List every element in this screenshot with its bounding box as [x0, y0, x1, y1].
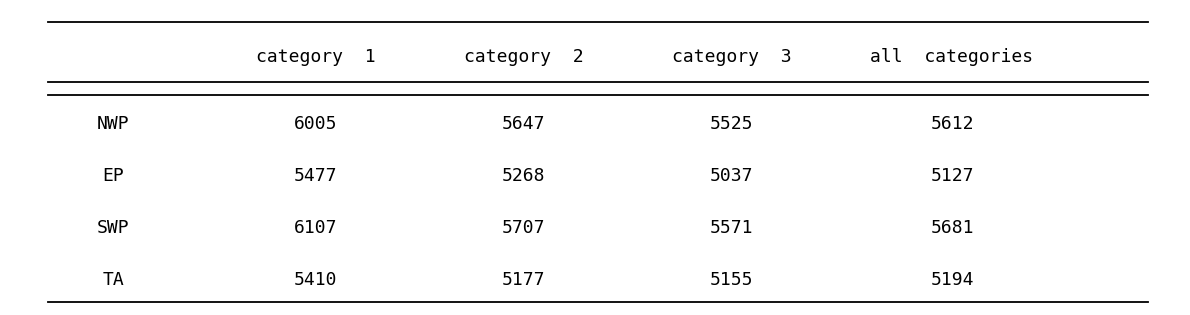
Text: 5647: 5647: [502, 115, 545, 134]
Text: 5571: 5571: [710, 219, 753, 238]
Text: SWP: SWP: [96, 219, 130, 238]
Text: 5410: 5410: [294, 271, 337, 289]
Text: 5707: 5707: [502, 219, 545, 238]
Text: category  2: category 2: [464, 48, 583, 66]
Text: 5194: 5194: [931, 271, 973, 289]
Text: TA: TA: [102, 271, 124, 289]
Text: 5268: 5268: [502, 167, 545, 186]
Text: category  3: category 3: [672, 48, 791, 66]
Text: 5037: 5037: [710, 167, 753, 186]
Text: 5525: 5525: [710, 115, 753, 134]
Text: 5155: 5155: [710, 271, 753, 289]
Text: NWP: NWP: [96, 115, 130, 134]
Text: EP: EP: [102, 167, 124, 186]
Text: 6107: 6107: [294, 219, 337, 238]
Text: all  categories: all categories: [870, 48, 1034, 66]
Text: 5177: 5177: [502, 271, 545, 289]
Text: 5477: 5477: [294, 167, 337, 186]
Text: 5612: 5612: [931, 115, 973, 134]
Text: 5681: 5681: [931, 219, 973, 238]
Text: 5127: 5127: [931, 167, 973, 186]
Text: 6005: 6005: [294, 115, 337, 134]
Text: category  1: category 1: [256, 48, 375, 66]
